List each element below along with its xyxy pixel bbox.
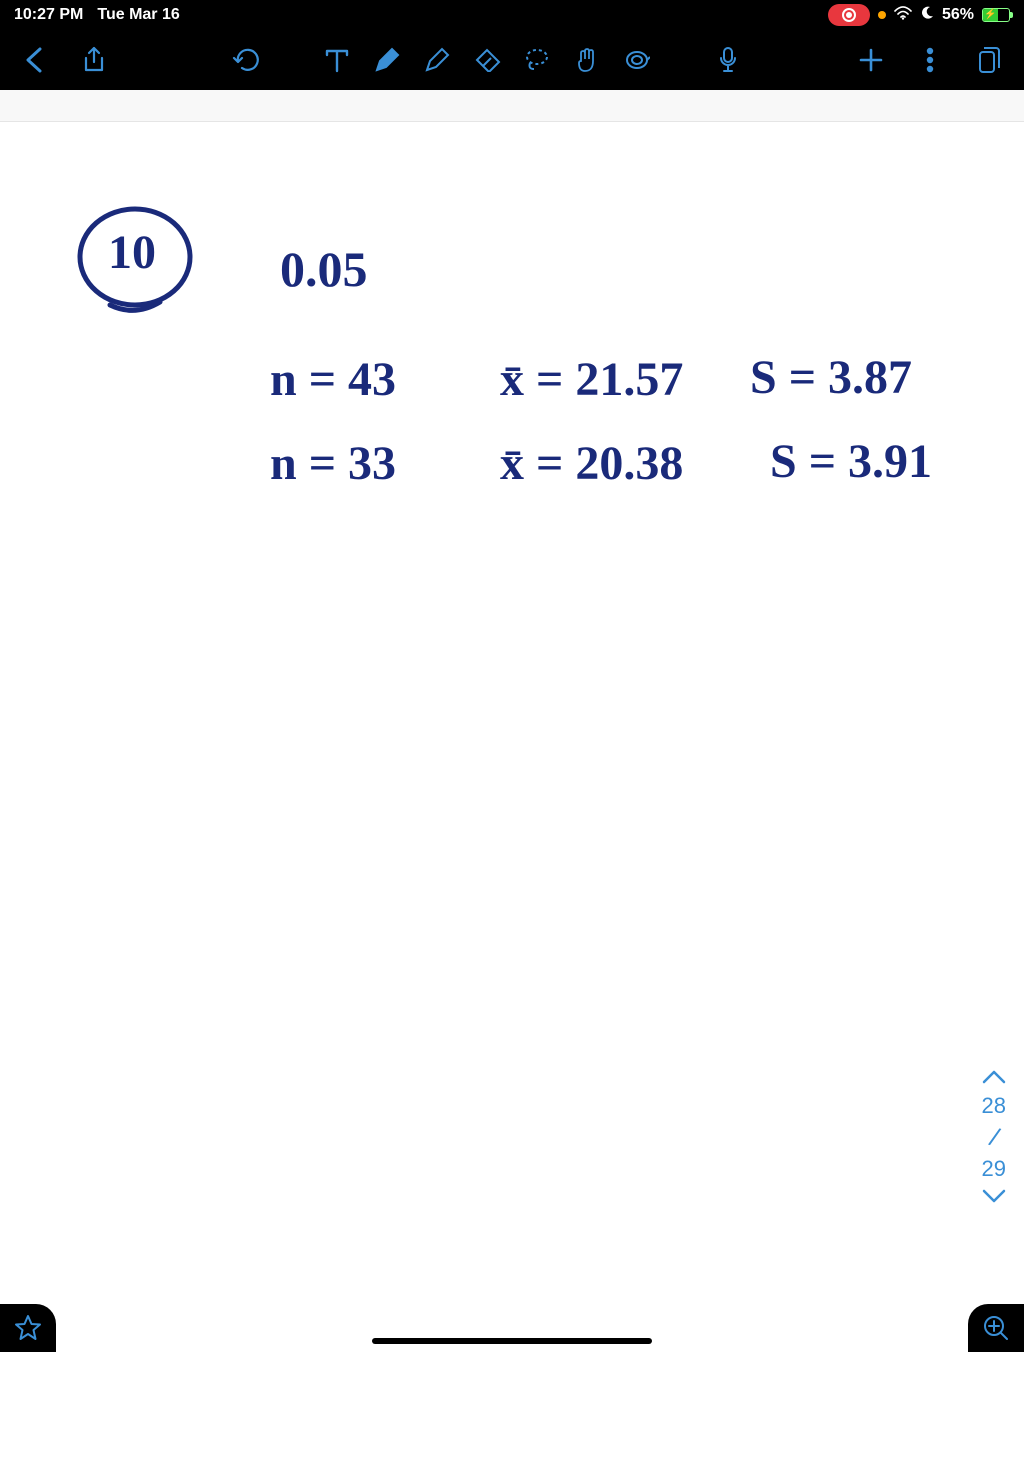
battery-percent: 56%: [942, 6, 974, 24]
stamp-tool-button[interactable]: [621, 44, 653, 76]
share-button[interactable]: [79, 44, 108, 76]
note-canvas[interactable]: 10 0.05 n = 43 x̄ = 21.57 S = 3.87 n = 3…: [0, 122, 1024, 1352]
microphone-button[interactable]: [713, 44, 742, 76]
tool-group: [321, 44, 653, 76]
page-slash: /: [976, 1118, 1011, 1158]
status-bar: 10:27 PM Tue Mar 16 56% ⚡: [0, 0, 1024, 30]
home-indicator[interactable]: [372, 1338, 652, 1344]
eraser-tool-button[interactable]: [471, 44, 503, 76]
mic-in-use-dot: [878, 11, 886, 19]
screen-recording-indicator[interactable]: [828, 4, 870, 26]
back-button[interactable]: [20, 44, 49, 76]
text-tool-button[interactable]: [321, 44, 353, 76]
hand-tool-button[interactable]: [571, 44, 603, 76]
pen-tool-button[interactable]: [371, 44, 403, 76]
status-date: Tue Mar 16: [97, 6, 179, 24]
zoom-button[interactable]: [968, 1304, 1024, 1352]
sub-toolbar: [0, 90, 1024, 122]
row2-n: n = 33: [270, 436, 396, 491]
wifi-icon: [894, 6, 912, 25]
favorite-button[interactable]: [0, 1304, 56, 1352]
status-right: 56% ⚡: [828, 4, 1010, 26]
page-up-button[interactable]: [982, 1064, 1006, 1093]
row1-xbar: x̄ = 21.57: [500, 352, 683, 407]
row2-xbar: x̄ = 20.38: [500, 436, 683, 491]
highlighter-tool-button[interactable]: [421, 44, 453, 76]
row2-s: S = 3.91: [770, 434, 932, 489]
more-button[interactable]: [916, 44, 945, 76]
current-page-number: 28: [982, 1092, 1006, 1121]
status-time: 10:27 PM: [14, 6, 83, 24]
add-button[interactable]: [857, 44, 886, 76]
bottom-bar: [0, 1296, 1024, 1352]
app-toolbar: [0, 30, 1024, 90]
status-left: 10:27 PM Tue Mar 16: [14, 6, 180, 24]
row1-n: n = 43: [270, 352, 396, 407]
undo-button[interactable]: [232, 44, 261, 76]
page-down-button[interactable]: [982, 1183, 1006, 1212]
total-pages-number: 29: [982, 1155, 1006, 1184]
battery-icon: ⚡: [982, 8, 1010, 22]
lasso-tool-button[interactable]: [521, 44, 553, 76]
alpha-value: 0.05: [280, 240, 368, 298]
row1-s: S = 3.87: [750, 350, 912, 405]
page-navigator: 28 / 29: [982, 1064, 1006, 1212]
moon-icon: [920, 6, 934, 25]
pages-button[interactable]: [975, 44, 1004, 76]
problem-number-text: 10: [108, 225, 156, 280]
